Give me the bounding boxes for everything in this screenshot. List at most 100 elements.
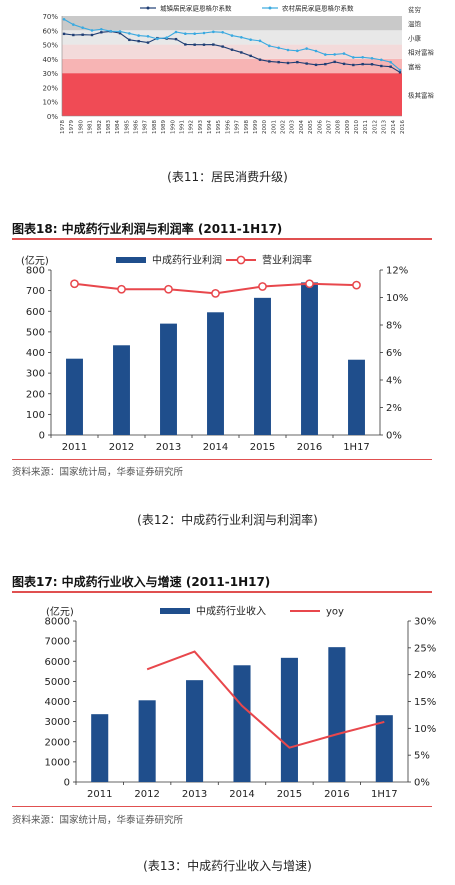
series-point xyxy=(305,62,308,65)
x-tick-label: 1992 xyxy=(189,120,195,134)
bar xyxy=(66,358,83,435)
chart3-title-rule xyxy=(12,591,432,593)
left-tick-label: 0 xyxy=(39,431,45,442)
x-tick-label: 1979 xyxy=(69,120,75,134)
right-tick-label: 20% xyxy=(414,670,436,681)
series-point xyxy=(268,60,271,63)
left-tick-label: 600 xyxy=(26,307,45,318)
series-point xyxy=(128,38,131,42)
x-tick-label: 1981 xyxy=(88,120,94,134)
series-point xyxy=(72,23,75,26)
x-tick-label: 1980 xyxy=(78,120,84,134)
right-tick-label: 4% xyxy=(386,376,402,387)
series-point xyxy=(230,34,234,37)
right-tick-label: 10% xyxy=(414,724,436,735)
series-point xyxy=(137,39,140,43)
rate-point xyxy=(352,280,361,290)
left-tick-label: 500 xyxy=(26,327,45,338)
x-tick-label: 1994 xyxy=(207,120,213,134)
x-tick-label: 1978 xyxy=(60,120,66,134)
x-tick-label: 1H17 xyxy=(371,789,398,800)
engel-coefficient-chart: 极其富裕 富裕 相对富裕 小康 温饱 贫穷 0% 10% 20% 30% 40% 50% 60% 70% 1… xyxy=(42,4,435,135)
y-axis-unit: (亿元) xyxy=(21,254,49,267)
series-point xyxy=(352,56,355,59)
chart3-title: 图表17: 中成药行业收入与增速 (2011-1H17) xyxy=(12,575,271,589)
rate-line xyxy=(146,650,385,749)
chart2-caption: (表12：中成药行业利润与利润率) xyxy=(137,513,318,527)
x-tick-label: 1987 xyxy=(143,120,149,134)
x-tick-label: 2004 xyxy=(299,120,305,134)
x-tick-label: 1997 xyxy=(235,120,241,134)
band-1 xyxy=(62,58,402,74)
series-point xyxy=(370,56,374,60)
bar xyxy=(254,297,271,435)
series-point xyxy=(286,61,290,65)
series-point xyxy=(389,60,392,64)
left-tick-label: 6000 xyxy=(45,657,70,668)
left-tick-label: 2000 xyxy=(45,737,70,748)
series-point xyxy=(333,60,336,64)
left-tick-label: 300 xyxy=(26,369,45,380)
chart3-bottom-rule xyxy=(12,806,432,807)
series-point xyxy=(333,53,336,56)
x-tick-label: 2005 xyxy=(308,120,314,134)
left-tick-label: 3000 xyxy=(45,717,70,728)
y-tick-label: 60% xyxy=(42,27,58,35)
series-point xyxy=(109,29,112,33)
legend-line-label: yoy xyxy=(326,607,344,618)
series-point xyxy=(398,71,402,74)
x-tick-label: 2014 xyxy=(203,442,228,453)
series-point xyxy=(268,44,271,48)
x-tick-label: 2009 xyxy=(345,120,351,134)
bar xyxy=(138,700,156,782)
x-tick-label: 2012 xyxy=(134,789,159,800)
series-point xyxy=(221,30,224,34)
series-point xyxy=(370,63,374,66)
band-2 xyxy=(62,44,402,59)
series-point xyxy=(342,52,346,55)
rate-point xyxy=(70,279,79,289)
series-point xyxy=(240,51,243,54)
bar xyxy=(207,312,224,435)
series-point xyxy=(174,37,178,41)
bar xyxy=(113,345,130,435)
x-tick-label: 1990 xyxy=(170,120,176,134)
left-tick-label: 4000 xyxy=(45,697,70,708)
right-tick-label: 6% xyxy=(386,348,402,359)
series-point xyxy=(352,63,355,67)
chart3-caption: (表13：中成药行业收入与增速) xyxy=(143,859,312,873)
series-point xyxy=(165,36,168,40)
series-point xyxy=(221,45,224,48)
x-tick-label: 1999 xyxy=(253,120,259,134)
series-point xyxy=(146,34,150,38)
x-tick-label: 1986 xyxy=(134,120,140,134)
left-tick-label: 8000 xyxy=(45,617,70,628)
legend-bar-swatch xyxy=(160,608,190,614)
band-3 xyxy=(62,30,402,45)
right-tick-label: 0% xyxy=(414,778,430,789)
band-label-0: 极其富裕 xyxy=(408,91,435,100)
y-tick-label: 0% xyxy=(47,113,58,121)
left-tick-label: 1000 xyxy=(45,757,70,768)
x-tick-label: 2011 xyxy=(87,789,112,800)
legend-bar-swatch xyxy=(116,257,146,263)
y-tick-label: 20% xyxy=(42,84,58,92)
chart2-title: 图表18: 中成药行业利润与利润率 (2011-1H17) xyxy=(12,222,283,236)
series-point xyxy=(118,31,122,35)
series-point xyxy=(342,62,346,66)
series-point xyxy=(90,29,94,32)
series-point xyxy=(212,43,215,46)
series-point xyxy=(296,49,299,53)
right-tick-label: 25% xyxy=(414,643,436,654)
x-tick-label: 1988 xyxy=(152,120,158,134)
legend-bar-label: 中成药行业利润 xyxy=(152,254,222,267)
legend-marker-1 xyxy=(268,6,272,10)
x-tick-label: 1H17 xyxy=(343,442,370,453)
x-tick-label: 1982 xyxy=(97,120,103,134)
series-point xyxy=(193,32,196,36)
y-tick-label: 50% xyxy=(42,42,58,50)
right-tick-label: 12% xyxy=(386,266,408,277)
rate-point xyxy=(117,284,126,294)
x-tick-label: 2012 xyxy=(372,120,378,134)
x-tick-label: 2003 xyxy=(290,120,296,134)
